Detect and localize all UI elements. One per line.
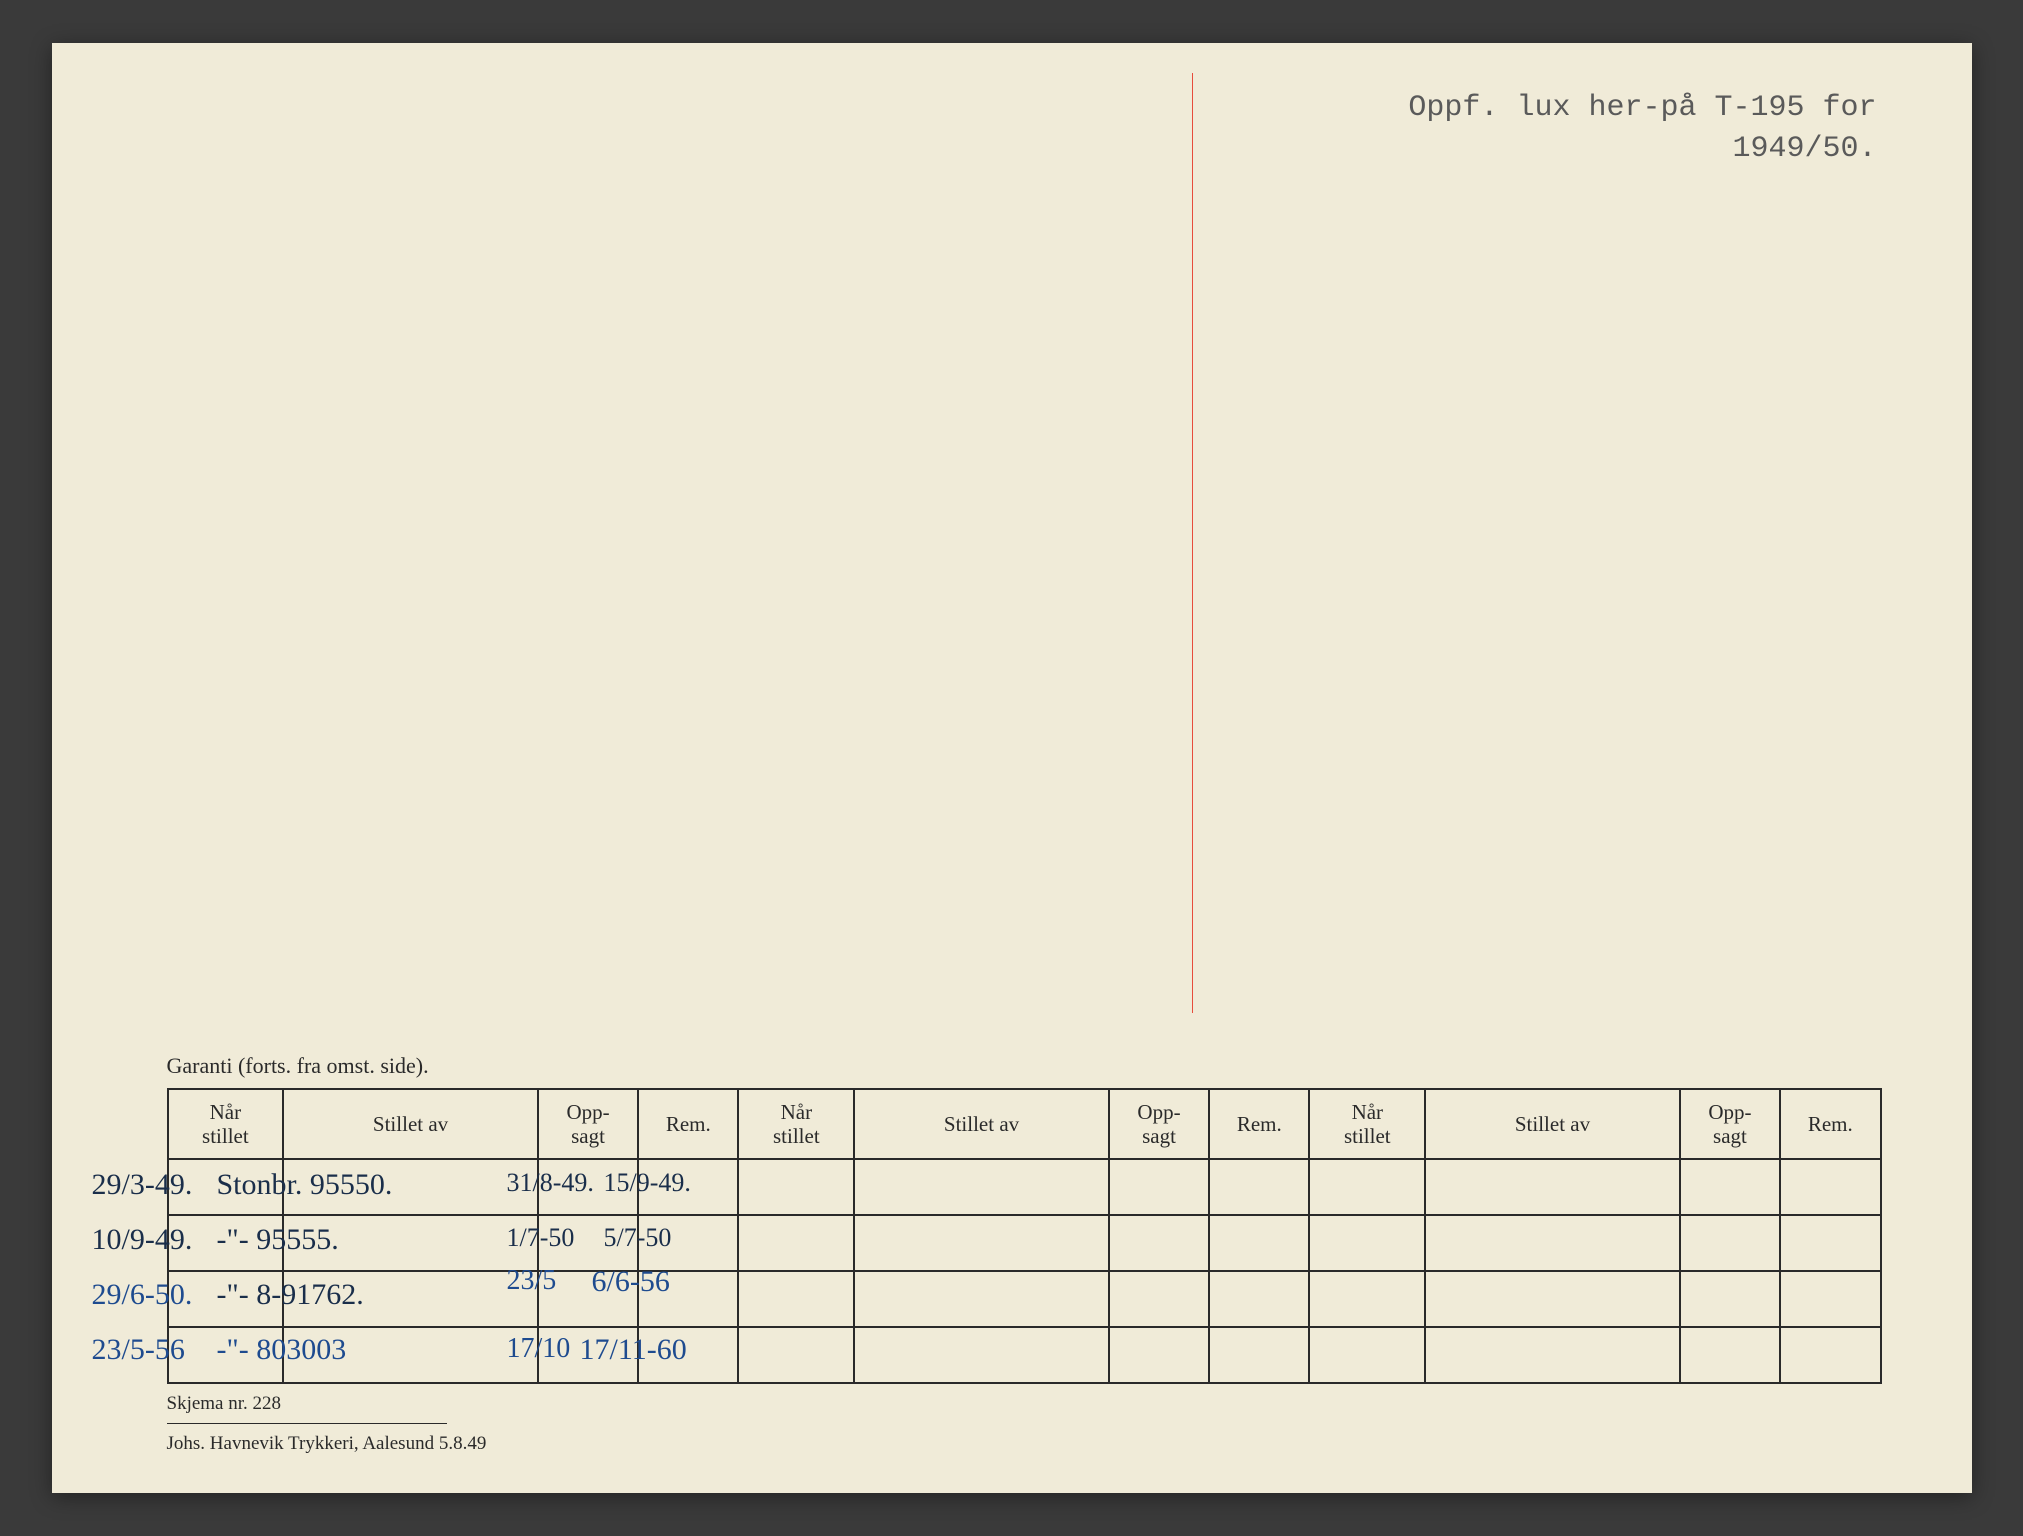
th-opp-2: Opp- sagt: [1109, 1089, 1209, 1159]
hw-rem-1: 5/7-50: [604, 1223, 672, 1253]
hw-stillet-2: -"- 8-91762.: [217, 1278, 364, 1312]
hw-opp-3: 17/10: [507, 1333, 571, 1365]
typed-line-1: Oppf. lux her-på T-195 for: [1408, 91, 1876, 125]
typed-line-2: 1949/50.: [1732, 132, 1876, 166]
hw-rem-2: 6/6-56: [592, 1265, 670, 1299]
document-card: Oppf. lux her-på T-195 for 1949/50. Gara…: [52, 43, 1972, 1493]
th-nar-1: Når stillet: [168, 1089, 284, 1159]
th-rem-2: Rem.: [1209, 1089, 1309, 1159]
hw-rem-3: 17/11-60: [580, 1333, 687, 1367]
th-stillet-2: Stillet av: [854, 1089, 1109, 1159]
garanti-table: Når stillet Stillet av Opp- sagt Rem. Nå…: [167, 1088, 1882, 1384]
hw-opp-0: 31/8-49.: [507, 1168, 594, 1198]
printer-info: Johs. Havnevik Trykkeri, Aalesund 5.8.49: [167, 1433, 487, 1455]
table-row: [168, 1271, 1881, 1327]
garanti-heading: Garanti (forts. fra omst. side).: [167, 1053, 429, 1079]
th-nar-3: Når stillet: [1309, 1089, 1425, 1159]
table-row: [168, 1215, 1881, 1271]
hw-opp-1: 1/7-50: [507, 1223, 575, 1253]
th-rem-1: Rem.: [638, 1089, 738, 1159]
typed-annotation: Oppf. lux her-på T-195 for 1949/50.: [1408, 88, 1876, 169]
hw-nar-1: 10/9-49.: [92, 1223, 193, 1257]
hw-rem-0: 15/9-49.: [604, 1168, 691, 1198]
footer-divider: [167, 1423, 447, 1424]
garanti-table-wrap: Når stillet Stillet av Opp- sagt Rem. Nå…: [167, 1088, 1882, 1384]
hw-nar-3: 23/5-56: [92, 1333, 185, 1367]
red-fold-line: [1192, 73, 1193, 1013]
th-opp-1: Opp- sagt: [538, 1089, 638, 1159]
th-stillet-3: Stillet av: [1425, 1089, 1680, 1159]
table-header-row: Når stillet Stillet av Opp- sagt Rem. Nå…: [168, 1089, 1881, 1159]
hw-stillet-3: -"- 803003: [217, 1333, 347, 1367]
hw-opp-2: 23/5: [507, 1265, 557, 1297]
th-rem-3: Rem.: [1780, 1089, 1880, 1159]
th-stillet-1: Stillet av: [283, 1089, 538, 1159]
th-opp-3: Opp- sagt: [1680, 1089, 1780, 1159]
table-row: [168, 1327, 1881, 1383]
hw-stillet-0: Stonbr. 95550.: [217, 1168, 393, 1202]
th-nar-2: Når stillet: [738, 1089, 854, 1159]
table-row: [168, 1159, 1881, 1215]
skjema-number: Skjema nr. 228: [167, 1393, 282, 1415]
hw-nar-0: 29/3-49.: [92, 1168, 193, 1202]
hw-stillet-1: -"- 95555.: [217, 1223, 339, 1257]
hw-nar-2: 29/6-50.: [92, 1278, 193, 1312]
